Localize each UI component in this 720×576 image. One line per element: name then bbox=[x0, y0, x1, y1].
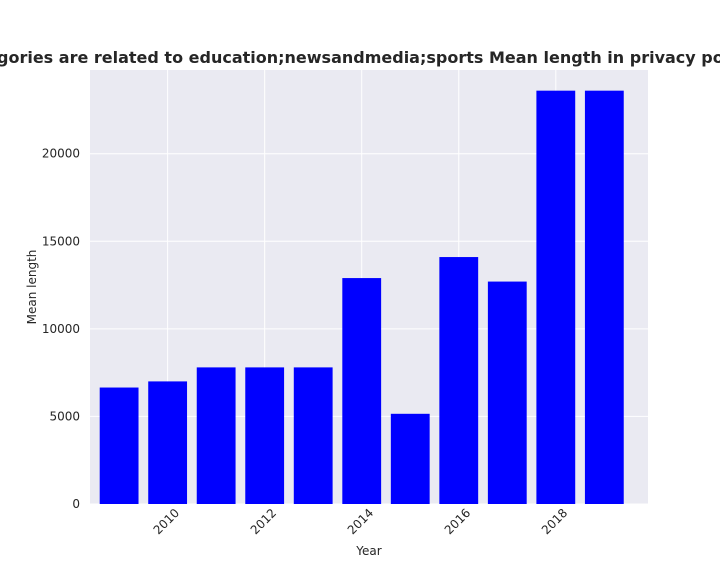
bar-2017 bbox=[487, 281, 527, 504]
bars-group bbox=[99, 90, 624, 505]
bar-2018 bbox=[536, 90, 576, 505]
bar-2010 bbox=[148, 381, 188, 504]
x-tick-label: 2018 bbox=[539, 506, 570, 537]
x-tick-labels: 2010 2012 2014 2016 2018 bbox=[151, 506, 571, 537]
bar-2019 bbox=[584, 90, 624, 505]
y-tick-label: 15000 bbox=[42, 234, 80, 248]
chart-title: Children categories are related to educa… bbox=[0, 48, 720, 67]
bar-2009 bbox=[99, 387, 139, 504]
y-tick-label: 20000 bbox=[42, 147, 80, 161]
x-tick-label: 2016 bbox=[442, 506, 473, 537]
bar-2014 bbox=[342, 278, 382, 504]
y-tick-label: 0 bbox=[72, 497, 80, 511]
y-tick-labels: 0 5000 10000 15000 20000 bbox=[42, 147, 80, 511]
x-tick-label: 2010 bbox=[151, 506, 182, 537]
bar-2016 bbox=[439, 257, 479, 504]
x-tick-label: 2014 bbox=[345, 506, 376, 537]
bar-2013 bbox=[293, 367, 333, 504]
bar-2011 bbox=[196, 367, 236, 504]
y-axis-label: Mean length bbox=[25, 250, 39, 325]
y-tick-label: 5000 bbox=[49, 409, 80, 423]
x-axis-label: Year bbox=[355, 544, 381, 558]
y-tick-label: 10000 bbox=[42, 322, 80, 336]
bar-2012 bbox=[245, 367, 285, 504]
x-tick-label: 2012 bbox=[248, 506, 279, 537]
bar-2015 bbox=[390, 413, 430, 504]
